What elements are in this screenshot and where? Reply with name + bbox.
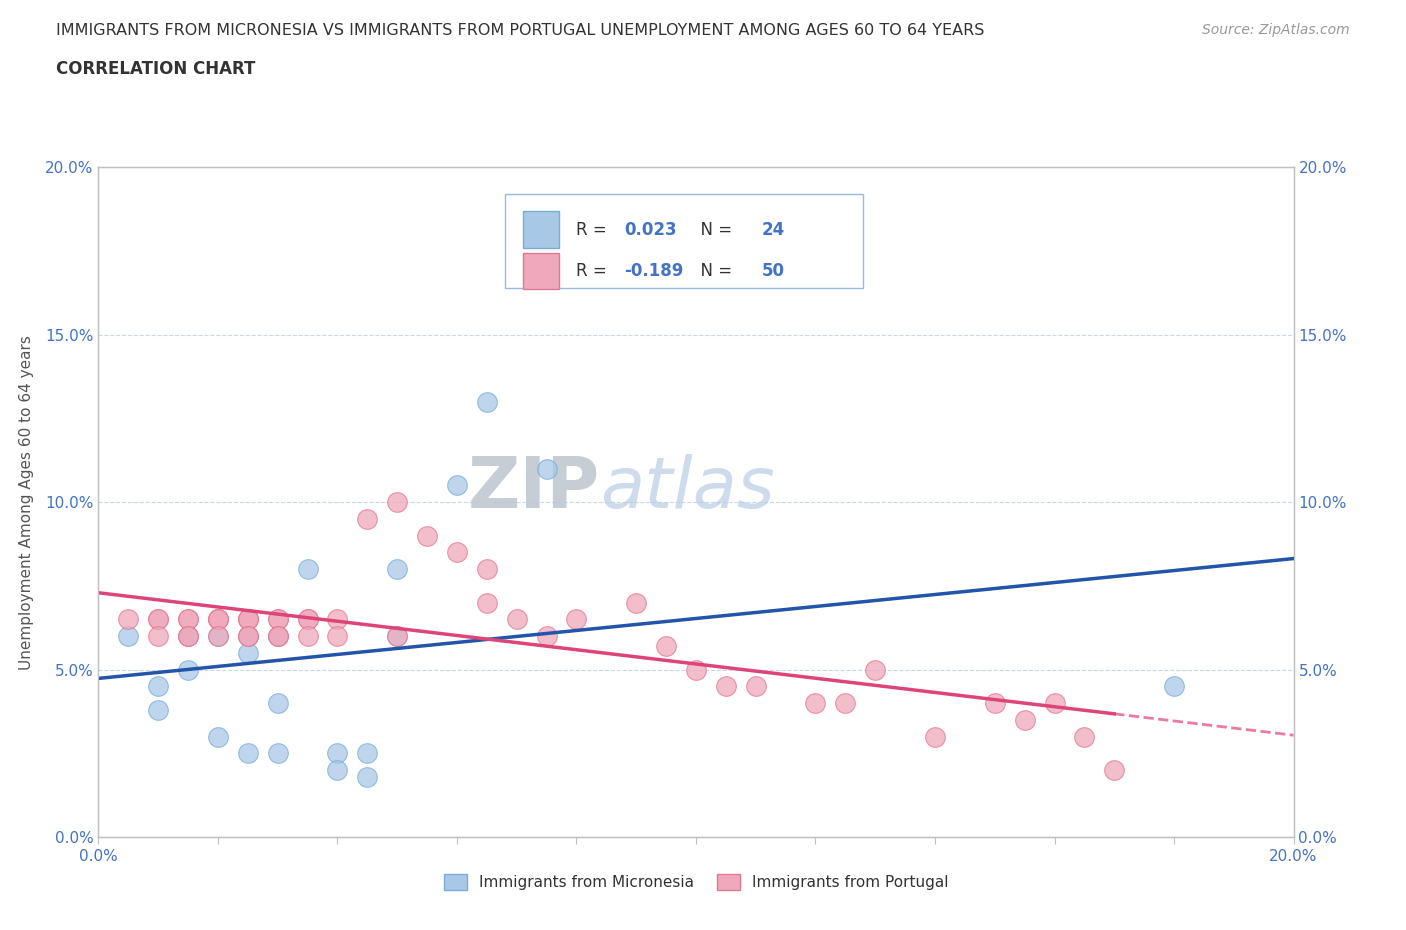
Point (626, 595, 648, 610)
Point (804, 696, 827, 711)
Point (475, 562, 498, 577)
Point (475, 394, 498, 409)
Point (236, 612, 259, 627)
Point (326, 746, 349, 761)
Point (177, 612, 200, 627)
Point (385, 562, 409, 577)
Point (207, 612, 229, 627)
Point (356, 512, 378, 526)
Point (177, 629, 200, 644)
Point (177, 629, 200, 644)
Text: N =: N = (690, 220, 737, 239)
Point (446, 545, 468, 560)
Point (385, 629, 409, 644)
Point (236, 629, 259, 644)
Text: R =: R = (576, 262, 613, 280)
Text: 24: 24 (762, 220, 785, 239)
Point (1163, 679, 1185, 694)
Point (297, 612, 319, 627)
Y-axis label: Unemployment Among Ages 60 to 64 years: Unemployment Among Ages 60 to 64 years (20, 335, 34, 670)
Point (267, 696, 290, 711)
Legend: Immigrants from Micronesia, Immigrants from Portugal: Immigrants from Micronesia, Immigrants f… (437, 868, 955, 897)
Point (1014, 712, 1036, 727)
Point (984, 696, 1007, 711)
Point (236, 629, 259, 644)
Text: CORRELATION CHART: CORRELATION CHART (56, 60, 256, 78)
Point (385, 495, 409, 510)
Point (506, 612, 529, 627)
Point (148, 702, 170, 717)
Point (1073, 729, 1095, 744)
Point (475, 595, 498, 610)
Point (297, 612, 319, 627)
Point (416, 528, 439, 543)
Point (326, 763, 349, 777)
Point (536, 629, 558, 644)
Point (148, 612, 170, 627)
Point (655, 639, 678, 654)
Text: N =: N = (690, 262, 737, 280)
Point (714, 679, 737, 694)
Point (236, 746, 259, 761)
Point (834, 696, 856, 711)
Point (356, 769, 378, 784)
Text: atlas: atlas (600, 455, 775, 524)
Point (236, 612, 259, 627)
Point (865, 662, 887, 677)
Point (745, 679, 768, 694)
Point (117, 629, 139, 644)
Point (267, 629, 290, 644)
Point (326, 629, 349, 644)
Bar (523, 253, 558, 289)
Point (236, 629, 259, 644)
Point (267, 612, 290, 627)
Point (1104, 763, 1126, 777)
Point (536, 461, 558, 476)
Point (207, 612, 229, 627)
Point (207, 729, 229, 744)
Point (565, 612, 588, 627)
Point (326, 612, 349, 627)
Point (117, 612, 139, 627)
Point (207, 612, 229, 627)
Point (267, 746, 290, 761)
Point (356, 746, 378, 761)
Point (236, 612, 259, 627)
Point (385, 629, 409, 644)
Point (177, 662, 200, 677)
Text: R =: R = (576, 220, 613, 239)
Point (267, 612, 290, 627)
Point (924, 729, 946, 744)
Point (297, 562, 319, 577)
Text: 0.023: 0.023 (624, 220, 676, 239)
Bar (523, 211, 558, 248)
Point (177, 629, 200, 644)
Point (267, 629, 290, 644)
Point (207, 629, 229, 644)
FancyBboxPatch shape (505, 194, 863, 288)
Point (148, 612, 170, 627)
Point (236, 645, 259, 660)
Point (446, 478, 468, 493)
Text: ZIP: ZIP (468, 455, 600, 524)
Text: IMMIGRANTS FROM MICRONESIA VS IMMIGRANTS FROM PORTUGAL UNEMPLOYMENT AMONG AGES 6: IMMIGRANTS FROM MICRONESIA VS IMMIGRANTS… (56, 23, 984, 38)
Point (1043, 696, 1066, 711)
Text: 50: 50 (762, 262, 785, 280)
Point (148, 679, 170, 694)
Point (685, 662, 707, 677)
Point (297, 629, 319, 644)
Point (207, 629, 229, 644)
Point (177, 612, 200, 627)
Text: -0.189: -0.189 (624, 262, 683, 280)
Point (267, 629, 290, 644)
Text: Source: ZipAtlas.com: Source: ZipAtlas.com (1202, 23, 1350, 37)
Point (148, 629, 170, 644)
